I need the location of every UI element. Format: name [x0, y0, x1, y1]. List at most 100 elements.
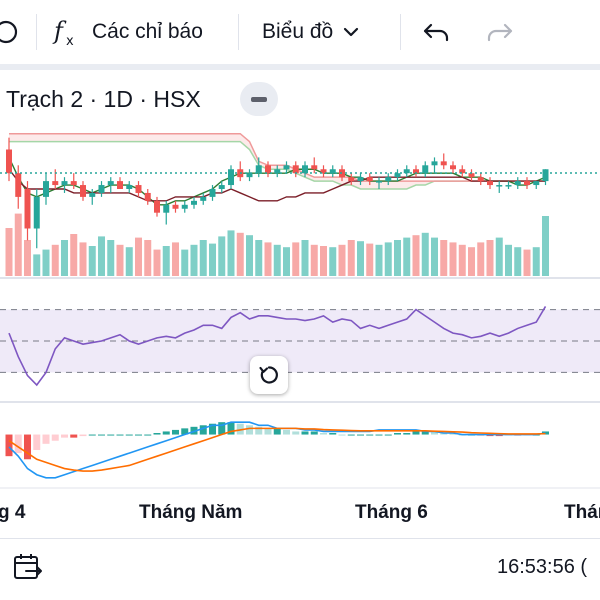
- volume-bar: [338, 244, 346, 276]
- clock-readout: 16:53:56 (: [497, 556, 588, 578]
- volume-bar: [394, 240, 401, 276]
- candle-body: [218, 185, 225, 189]
- volume-bar: [431, 237, 438, 276]
- volume-bar: [88, 246, 96, 276]
- volume-bar: [264, 242, 272, 276]
- volume-bar: [384, 242, 392, 276]
- macd-histogram-bar: [384, 434, 392, 436]
- candle-body: [431, 161, 438, 166]
- chart-type-dropdown[interactable]: Biểu đồ: [262, 14, 363, 50]
- volume-bar: [236, 232, 244, 276]
- macd-histogram-bar: [70, 434, 78, 438]
- candle-body: [43, 181, 49, 197]
- redo-button[interactable]: [484, 14, 516, 50]
- macd-histogram-bar: [357, 434, 364, 436]
- toolbar-divider: [400, 14, 401, 50]
- candle-body: [191, 200, 197, 205]
- alert-edge-icon[interactable]: [0, 14, 26, 50]
- volume-bar: [98, 236, 105, 276]
- candle-body: [477, 177, 484, 182]
- volume-bar: [421, 232, 429, 276]
- macd-pane: [5, 421, 549, 479]
- macd-histogram-bar: [283, 429, 290, 435]
- volume-bars: [5, 213, 549, 276]
- candle-body: [163, 204, 170, 213]
- candle-body: [89, 192, 96, 197]
- kijun-line: [8, 168, 546, 202]
- candle-body: [265, 165, 271, 174]
- price-chart[interactable]: [0, 70, 600, 500]
- symbol-legend[interactable]: Trạch 2 · 1D · HSX: [6, 82, 201, 116]
- candle-body: [292, 165, 299, 174]
- candle-body: [357, 177, 364, 182]
- macd-histogram-bar: [292, 431, 300, 435]
- candle-body: [413, 169, 419, 174]
- macd-histogram-bar: [431, 432, 438, 435]
- candle-body: [468, 173, 475, 178]
- volume-bar: [440, 240, 448, 276]
- macd-histogram-bar: [107, 434, 115, 436]
- macd-histogram-bar: [310, 431, 318, 435]
- svg-text:f: f: [52, 17, 67, 45]
- symbol-title: Trạch 2 · 1D · HSX: [6, 85, 201, 112]
- volume-bar: [320, 246, 327, 276]
- macd-histogram-bar: [144, 434, 152, 436]
- macd-histogram-bar: [42, 434, 50, 444]
- volume-bar: [162, 246, 170, 276]
- volume-bar: [458, 244, 466, 276]
- candle-body: [6, 149, 12, 174]
- volume-bar: [51, 244, 59, 276]
- undo-button[interactable]: [420, 14, 452, 50]
- toolbar-divider: [36, 14, 37, 50]
- volume-bar: [468, 247, 475, 276]
- candles: [6, 137, 549, 249]
- candle-body: [348, 177, 355, 182]
- macd-histogram-bar: [199, 425, 207, 435]
- volume-bar: [42, 249, 50, 276]
- reset-chart-button[interactable]: [250, 356, 288, 394]
- candle-body: [302, 165, 308, 174]
- macd-histogram-bar: [116, 434, 124, 436]
- collapse-legend-button[interactable]: [240, 82, 278, 116]
- calendar-goto-icon: [14, 554, 42, 579]
- candle-body: [496, 185, 503, 187]
- volume-bar: [486, 240, 494, 276]
- volume-bar: [403, 237, 411, 276]
- macd-histogram-bar: [24, 434, 31, 460]
- macd-histogram-bar: [366, 434, 374, 436]
- candle-body: [487, 181, 493, 186]
- top-toolbar: f x Các chỉ báo Biểu đồ: [0, 0, 600, 64]
- volume-bar: [14, 213, 22, 276]
- macd-histogram-bar: [320, 433, 327, 435]
- minus-icon: [251, 96, 267, 102]
- macd-histogram-bar: [264, 428, 272, 435]
- macd-histogram-bar: [125, 434, 133, 436]
- candle-body: [172, 204, 179, 209]
- macd-histogram-bar: [273, 428, 281, 435]
- candle-body: [422, 165, 429, 174]
- go-to-date-button[interactable]: [12, 551, 44, 588]
- x-axis-label: Tháng 6: [355, 502, 428, 523]
- candle-body: [33, 196, 40, 229]
- volume-bar: [5, 228, 13, 276]
- macd-histogram-bar: [246, 425, 253, 435]
- macd-histogram-bar: [51, 434, 59, 441]
- volume-bar: [255, 240, 263, 276]
- volume-bar: [70, 234, 78, 276]
- macd-histogram-bar: [218, 422, 226, 435]
- volume-bar: [24, 240, 31, 276]
- volume-bar: [199, 240, 207, 276]
- candle-body: [117, 181, 123, 189]
- macd-histogram-bar: [347, 434, 355, 436]
- candle-body: [209, 189, 216, 197]
- macd-histogram-bar: [162, 431, 170, 435]
- candle-body: [107, 181, 114, 186]
- volume-bar: [310, 244, 318, 276]
- macd-histogram-bar: [172, 429, 179, 435]
- candle-body: [228, 169, 234, 186]
- indicators-button[interactable]: f x Các chỉ báo: [52, 14, 203, 50]
- candle-body: [154, 200, 160, 213]
- candle-body: [403, 169, 410, 174]
- volume-bar: [135, 237, 142, 276]
- toolbar-divider: [238, 14, 239, 50]
